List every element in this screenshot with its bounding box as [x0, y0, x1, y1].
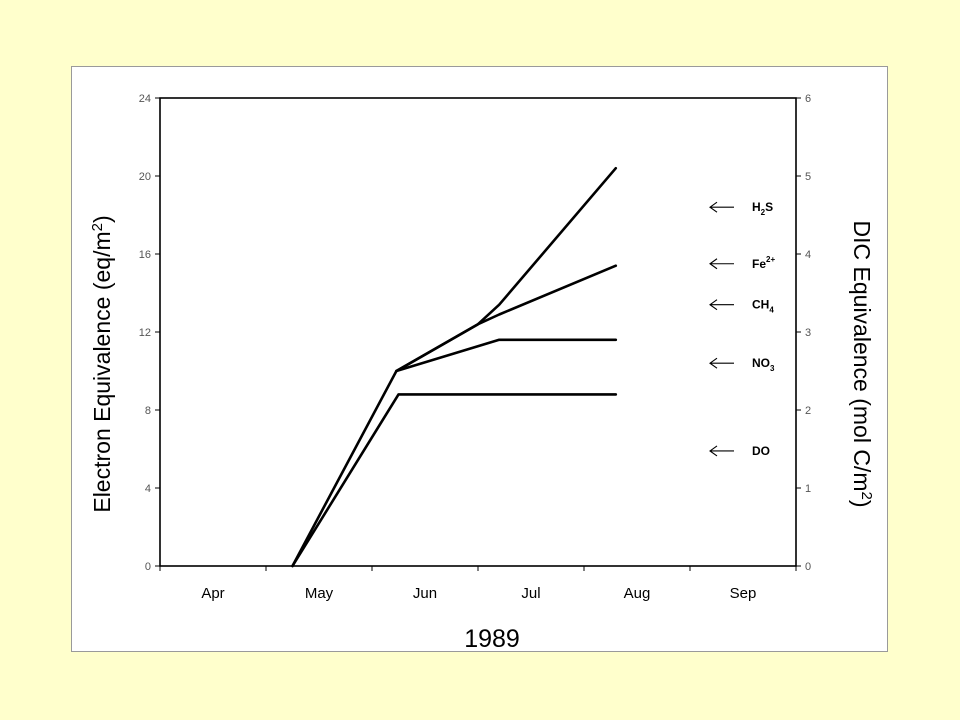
series-line-4 — [395, 166, 618, 373]
plot-area-border — [159, 97, 797, 567]
series-line-2 — [291, 338, 618, 568]
axes — [159, 97, 797, 567]
annotation-label-4: DO — [752, 444, 770, 458]
series-line-3 — [395, 264, 618, 373]
y-left-tick-label-2: 8 — [145, 405, 151, 417]
y-left-tick-label-4: 16 — [139, 249, 151, 261]
annotation-label-3: NO3 — [752, 356, 775, 373]
annotation-arrow-4 — [709, 445, 734, 457]
annotation-h2s: H2S — [709, 200, 773, 217]
series-lines — [291, 166, 618, 568]
y-right-tick-label-4: 4 — [805, 249, 811, 261]
y-left-tick-label-0: 0 — [145, 561, 151, 573]
annotation-label-1: Fe2+ — [752, 255, 775, 271]
x-month-label-jul: Jul — [521, 585, 540, 602]
chart-frame: 0 4 8 12 16 20 24 0 1 2 3 4 5 6 Apr May Jun Jul Aug Sep H2S… — [71, 66, 888, 652]
x-axis-title: 1989 — [464, 625, 520, 651]
x-month-label-jun: Jun — [413, 585, 437, 602]
y-right-tick-label-0: 0 — [805, 561, 811, 573]
annotation-no3: NO3 — [709, 356, 775, 373]
y-left-tick-label-6: 24 — [139, 93, 151, 105]
x-month-label-aug: Aug — [624, 585, 651, 602]
y-right-tick-label-1: 1 — [805, 483, 811, 495]
y-axis-title-right: DIC Equivalence (mol C/m2) — [849, 221, 876, 508]
y-axis-title-left: Electron Equivalence (eq/m2) — [89, 215, 116, 512]
annotation-fe: Fe2+ — [709, 255, 775, 271]
annotation-arrow-2 — [709, 299, 734, 311]
annotation-label-0: H2S — [752, 200, 773, 217]
y-left-tick-label-5: 20 — [139, 171, 151, 183]
y-left-tick-label-1: 4 — [145, 483, 151, 495]
annotation-arrow-0 — [709, 201, 734, 213]
series-line-1 — [291, 393, 618, 568]
y-left-tick-label-3: 12 — [139, 327, 151, 339]
y-right-tick-label-2: 2 — [805, 405, 811, 417]
annotations: H2S Fe2+ CH4 NO3 DO — [709, 200, 775, 458]
x-month-label-sep: Sep — [730, 585, 757, 602]
annotation-do: DO — [709, 444, 770, 458]
annotation-label-2: CH4 — [752, 298, 774, 315]
y-right-tick-label-3: 3 — [805, 327, 811, 339]
x-month-label-may: May — [305, 585, 334, 602]
annotation-arrow-1 — [709, 258, 734, 270]
y-right-tick-label-5: 5 — [805, 171, 811, 183]
annotation-arrow-3 — [709, 357, 734, 369]
x-month-label-apr: Apr — [201, 585, 224, 602]
y-right-tick-label-6: 6 — [805, 93, 811, 105]
annotation-ch4: CH4 — [709, 298, 774, 315]
